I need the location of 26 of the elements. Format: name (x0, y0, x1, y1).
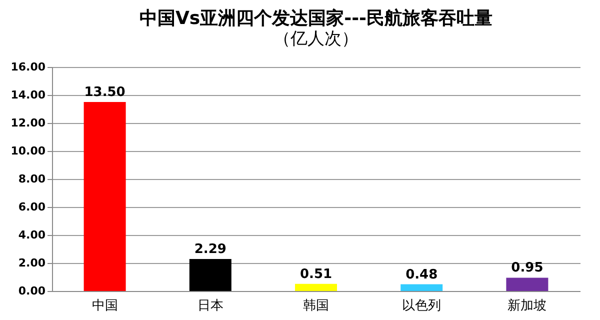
y-tick-label: 8.00 (18, 172, 46, 186)
y-tick-label: 6.00 (18, 200, 46, 214)
y-tick-label: 12.00 (10, 116, 46, 130)
data-label: 0.51 (300, 266, 332, 282)
x-tick-label: 日本 (197, 298, 224, 314)
chart-subtitle: （亿人次） (274, 29, 358, 49)
y-tick-label: 14.00 (10, 88, 46, 102)
data-label: 13.50 (84, 85, 126, 100)
y-tick-label: 2.00 (18, 256, 46, 270)
y-tick-label: 16.00 (10, 60, 46, 74)
chart-title: 中国Vs亚洲四个发达国家---民航旅客吞吐量 (139, 8, 493, 29)
y-tick-label: 4.00 (18, 228, 46, 242)
data-label: 2.29 (194, 242, 226, 257)
bar (189, 258, 232, 291)
data-label: 0.48 (406, 267, 438, 282)
bar (84, 102, 126, 291)
x-tick-label: 中国 (92, 298, 118, 314)
x-tick-label: 韩国 (303, 298, 329, 314)
bar (400, 284, 443, 291)
bar (506, 278, 548, 291)
y-tick-label: 0.00 (18, 284, 46, 298)
y-tick-label: 10.00 (10, 144, 46, 158)
data-label: 0.95 (511, 260, 544, 276)
x-tick-label: 新加坡 (508, 298, 547, 314)
bar (295, 284, 337, 291)
x-tick-label: 以色列 (402, 298, 442, 314)
